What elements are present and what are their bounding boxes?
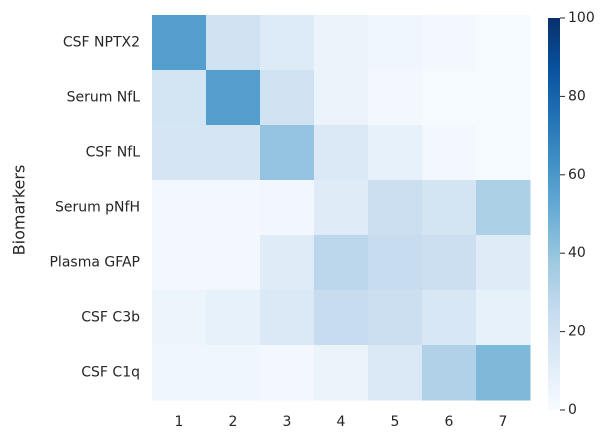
heatmap-cell [206,125,261,181]
x-tick-label: 6 [445,414,454,430]
heatmap-cell [476,235,531,291]
y-tick-label: CSF NfL [86,145,141,161]
heatmap-cell [260,345,315,401]
heatmap-cell [476,345,531,401]
heatmap-cell [314,180,369,236]
heatmap-cell [206,290,261,346]
x-tick-label: 4 [337,414,346,430]
heatmap-cell [152,290,207,346]
y-tick-label: CSF C1q [81,365,140,381]
heatmap-cell [152,345,207,401]
heatmap-cell [260,290,315,346]
heatmap-cell [314,345,369,401]
y-tick-label: CSF C3b [81,310,140,326]
heatmap-cell [368,70,423,126]
heatmap-cell [206,345,261,401]
heatmap-cell [476,125,531,181]
heatmap-cell [368,15,423,71]
heatmap-cell [314,125,369,181]
heatmap-cell [314,15,369,71]
heatmap-cell [476,15,531,71]
heatmap-cell [152,125,207,181]
colorbar-tick-label: 0 [568,402,577,418]
y-tick-label: Serum pNfH [55,200,140,216]
y-tick-label: Plasma GFAP [49,255,140,271]
colorbar-tick-label: 20 [568,324,586,340]
heatmap-cell [422,290,477,346]
heatmap-cell [422,70,477,126]
colorbar [548,18,560,410]
heatmap-cell [206,235,261,291]
heatmap-cell [314,70,369,126]
heatmap-cell [152,180,207,236]
y-axis-label: Biomarkers [10,165,29,256]
x-tick-label: 5 [391,414,400,430]
heatmap-cell [422,15,477,71]
heatmap-cell [368,345,423,401]
heatmap-cell [206,70,261,126]
heatmap-cell [368,180,423,236]
colorbar-tick-label: 40 [568,245,586,261]
heatmap-cell [314,235,369,291]
heatmap-cell [476,290,531,346]
x-tick-label: 7 [499,414,508,430]
heatmap-cell [422,125,477,181]
colorbar-tick-label: 100 [568,10,595,26]
heatmap-cell [260,15,315,71]
heatmap-cell [206,15,261,71]
x-tick-label: 3 [283,414,292,430]
y-tick-label: CSF NPTX2 [63,35,140,51]
heatmap-cell [260,125,315,181]
heatmap-cell [476,180,531,236]
x-tick-label: 1 [175,414,184,430]
heatmap-cell [260,70,315,126]
heatmap-cell [260,235,315,291]
heatmap-cell [422,235,477,291]
heatmap-cell [368,290,423,346]
x-tick-label: 2 [229,414,238,430]
heatmap-cell [152,235,207,291]
heatmap-cell [476,70,531,126]
heatmap-cell [368,125,423,181]
heatmap-cell [422,180,477,236]
y-tick-label: Serum NfL [67,90,141,106]
heatmap-cell [152,70,207,126]
heatmap-cell [422,345,477,401]
colorbar-tick-label: 80 [568,88,586,104]
heatmap-cell [206,180,261,236]
heatmap-cell [314,290,369,346]
heatmap-cell [260,180,315,236]
heatmap-cell [152,15,207,71]
heatmap-cell [368,235,423,291]
colorbar-tick-label: 60 [568,167,586,183]
